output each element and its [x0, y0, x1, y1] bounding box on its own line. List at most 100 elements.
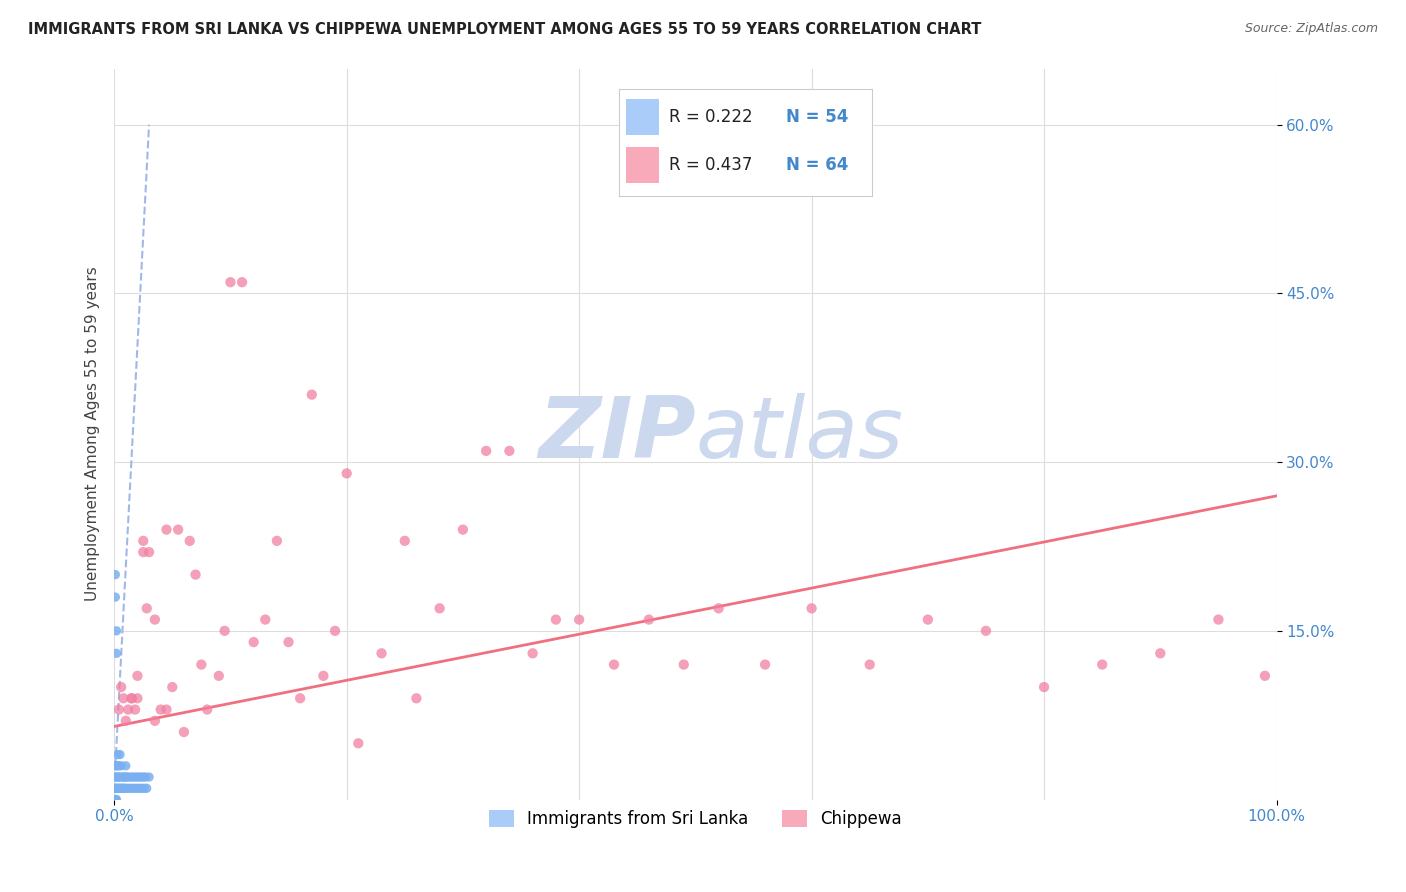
Point [132, 545, 155, 559]
Point [917, 613, 939, 627]
Point [475, 443, 498, 458]
Point [114, 759, 136, 773]
Text: Source: ZipAtlas.com: Source: ZipAtlas.com [1244, 22, 1378, 36]
Point [522, 646, 544, 660]
Point [104, 770, 127, 784]
Point [394, 533, 416, 548]
Point [121, 781, 143, 796]
Point [208, 669, 231, 683]
Point [105, 792, 128, 806]
Point [104, 781, 127, 796]
Point [105, 759, 128, 773]
Point [104, 792, 127, 806]
Point [859, 657, 882, 672]
Point [117, 781, 139, 796]
Point [603, 657, 626, 672]
Point [707, 601, 730, 615]
Point [347, 736, 370, 750]
Point [173, 725, 195, 739]
Point [132, 533, 155, 548]
Point [114, 781, 136, 796]
Point [544, 613, 567, 627]
Point [105, 770, 128, 784]
Text: N = 64: N = 64 [786, 156, 848, 174]
Point [974, 624, 997, 638]
Point [143, 613, 166, 627]
Point [323, 624, 346, 638]
Point [451, 523, 474, 537]
Point [1091, 657, 1114, 672]
Point [214, 624, 236, 638]
Point [108, 770, 131, 784]
Point [405, 691, 427, 706]
Point [162, 680, 184, 694]
Point [132, 770, 155, 784]
Point [114, 781, 136, 796]
Point [110, 680, 132, 694]
Point [104, 567, 127, 582]
Point [111, 770, 134, 784]
Point [128, 770, 150, 784]
Point [114, 714, 136, 728]
Text: ZIP: ZIP [537, 392, 696, 475]
FancyBboxPatch shape [626, 99, 659, 136]
Point [336, 467, 359, 481]
Point [312, 669, 335, 683]
Point [108, 770, 131, 784]
Point [114, 770, 136, 784]
Point [672, 657, 695, 672]
Point [800, 601, 823, 615]
Text: R = 0.222: R = 0.222 [669, 108, 752, 126]
Point [120, 781, 142, 796]
Point [138, 545, 160, 559]
Point [105, 624, 128, 638]
Point [370, 646, 392, 660]
Point [184, 567, 207, 582]
Point [638, 613, 661, 627]
Point [117, 702, 139, 716]
Point [105, 781, 128, 796]
Point [155, 702, 177, 716]
Text: R = 0.437: R = 0.437 [669, 156, 752, 174]
Point [277, 635, 299, 649]
Point [104, 590, 127, 604]
Point [118, 770, 141, 784]
Point [254, 613, 277, 627]
Point [143, 714, 166, 728]
Point [135, 601, 157, 615]
Point [138, 770, 160, 784]
Point [121, 770, 143, 784]
Point [104, 759, 127, 773]
Point [127, 669, 149, 683]
Point [127, 781, 149, 796]
Point [125, 770, 148, 784]
Point [266, 533, 288, 548]
Point [135, 781, 157, 796]
Point [124, 781, 146, 796]
Point [111, 781, 134, 796]
Legend: Immigrants from Sri Lanka, Chippewa: Immigrants from Sri Lanka, Chippewa [482, 804, 908, 835]
Point [107, 747, 129, 762]
Point [108, 702, 131, 716]
Point [1254, 669, 1277, 683]
Point [124, 702, 146, 716]
Point [179, 533, 201, 548]
Point [104, 781, 127, 796]
Point [128, 781, 150, 796]
Point [104, 792, 127, 806]
Point [242, 635, 264, 649]
Point [219, 275, 242, 289]
Point [114, 770, 136, 784]
Point [134, 781, 156, 796]
Point [155, 523, 177, 537]
Y-axis label: Unemployment Among Ages 55 to 59 years: Unemployment Among Ages 55 to 59 years [86, 267, 100, 601]
Point [129, 770, 152, 784]
FancyBboxPatch shape [626, 147, 659, 184]
Text: IMMIGRANTS FROM SRI LANKA VS CHIPPEWA UNEMPLOYMENT AMONG AGES 55 TO 59 YEARS COR: IMMIGRANTS FROM SRI LANKA VS CHIPPEWA UN… [28, 22, 981, 37]
Point [1208, 613, 1230, 627]
Point [568, 613, 591, 627]
Point [122, 770, 145, 784]
Point [112, 691, 135, 706]
Point [149, 702, 172, 716]
Point [121, 691, 143, 706]
